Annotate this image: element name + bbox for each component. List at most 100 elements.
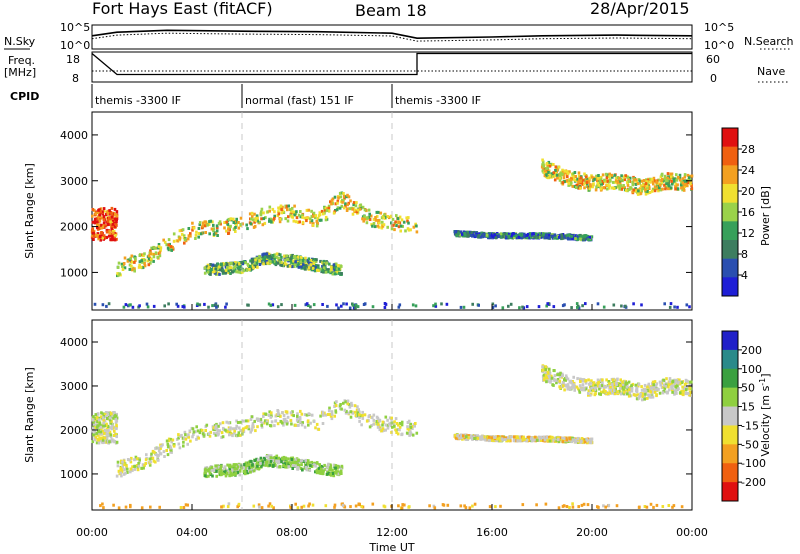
velocity-scatter-cell (229, 465, 233, 469)
velocity-scatter-cell (334, 404, 338, 408)
power-scatter-cell (377, 218, 380, 222)
power-scatter-cell (390, 221, 393, 225)
power-scatter-cell (501, 306, 505, 310)
velocity-scatter-cell (96, 420, 99, 424)
velocity-scatter-cell (340, 464, 344, 468)
power-scatter-cell (690, 187, 694, 191)
velocity-scatter-cell (321, 411, 325, 415)
power-scatter-cell (113, 236, 116, 240)
velocity-scatter-cell (405, 431, 409, 435)
velocity-scatter-cell (636, 397, 639, 401)
power-scatter-cell (325, 209, 329, 212)
power-scatter-cell (133, 260, 136, 264)
power-scatter-cell (234, 261, 237, 265)
velocity-scatter-cell (236, 421, 240, 424)
power-scatter-cell (290, 206, 294, 210)
velocity-scatter-cell (92, 426, 95, 430)
velocity-scatter-cell (256, 425, 259, 429)
velocity-scatter-cell (195, 437, 198, 441)
power-scatter-cell (548, 164, 552, 168)
velocity-scatter-cell (684, 392, 688, 396)
power-scatter-cell (393, 222, 397, 225)
velocity-scatter-cell (608, 390, 611, 394)
power-scatter-cell (570, 181, 573, 185)
velocity-scatter-cell (329, 464, 333, 468)
power-scatter-cell (499, 232, 503, 236)
power-scatter-cell (133, 269, 136, 273)
noise-left-tick-bottom: 10^0 (60, 39, 90, 52)
velocity-scatter-cell (641, 395, 645, 398)
power-scatter-cell (326, 304, 329, 308)
velocity-scatter-cell (109, 440, 113, 444)
velocity-scatter-cell (218, 422, 222, 426)
frequency-line (91, 52, 692, 76)
velocity-scatter-cell (99, 437, 102, 441)
velocity-scatter-cell (634, 389, 638, 393)
velocity-scatter-cell (111, 426, 115, 430)
velocity-scatter-cell (215, 474, 218, 478)
velocity-scatter-cell (592, 383, 595, 387)
velocity-scatter-cell (291, 410, 294, 414)
power-scatter-cell (110, 227, 113, 231)
velocity-scatter-cell (674, 388, 678, 392)
velocity-scatter-cell (243, 470, 247, 474)
velocity-scatter-cell (558, 436, 562, 440)
velocity-scatter-cell (123, 468, 126, 472)
velocity-scatter-cell (274, 419, 277, 423)
velocity-scatter-cell (616, 390, 619, 394)
velocity-scatter-cell (237, 502, 241, 506)
power-scatter-cell (239, 265, 243, 269)
velocity-scatter-cell (314, 426, 317, 430)
time-tick-label: 00:00 (76, 526, 108, 539)
freq-lines (91, 52, 692, 76)
velocity-scatter-cell (225, 471, 229, 475)
power-scatter-cell (266, 261, 269, 265)
velocity-scatter-cell (396, 432, 400, 436)
velocity-scatter-cell (655, 503, 659, 507)
velocity-scatter-cell (300, 458, 304, 462)
power-scatter-cell (684, 181, 687, 185)
velocity-scatter-cell (649, 390, 653, 394)
velocity-scatter-cell (371, 502, 375, 506)
power-scatter-cell (200, 226, 204, 230)
velocity-scatter-cell (93, 430, 97, 434)
power-scatter-cell (581, 304, 584, 308)
velocity-scatter-cell (565, 505, 569, 508)
power-scatter-cell (189, 232, 192, 236)
power-scatter-cell (646, 191, 650, 195)
power-scatter-cell (571, 172, 575, 176)
velocity-scatter-cell (476, 436, 480, 440)
power-scatter-cell (154, 246, 157, 250)
power-scatter-cell (293, 213, 296, 217)
power-scatter-cell (118, 272, 121, 276)
power-scatter-cell (369, 214, 373, 218)
power-scatter-cell (176, 239, 180, 243)
power-scatter-cell (207, 305, 210, 309)
velocity-scatter-cell (184, 437, 188, 441)
velocity-scatter-cell (97, 418, 101, 422)
power-scatter-cell (588, 235, 592, 239)
velocity-scatter-cell (627, 380, 631, 384)
power-scatter-cell (397, 220, 400, 224)
velocity-scatter-cell (446, 503, 450, 507)
power-colorbar-swatch (722, 184, 738, 203)
velocity-scatter-cell (287, 465, 290, 469)
velocity-scatter-cell (251, 422, 255, 426)
power-scatter-cell (554, 235, 558, 238)
velocity-scatter-cell (217, 465, 221, 469)
power-scatter-cell (660, 180, 664, 184)
velocity-ylabel: Slant Range [km] (23, 367, 36, 463)
velocity-scatter-cell (601, 378, 604, 382)
power-scatter-cell (493, 233, 497, 237)
velocity-scatter-cell (283, 462, 287, 466)
power-scatter-cell (113, 217, 116, 221)
velocity-scatter-cell (608, 382, 611, 386)
velocity-scatter-cell (317, 427, 321, 431)
velocity-scatter-cell (309, 421, 312, 425)
power-scatter-cell (101, 236, 105, 240)
power-scatter-cell (597, 174, 600, 177)
power-scatter-cell (634, 189, 637, 193)
time-tick-label: 08:00 (276, 526, 308, 539)
power-scatter-cell (363, 215, 366, 219)
noise-left-tick-top: 10^5 (60, 21, 90, 34)
